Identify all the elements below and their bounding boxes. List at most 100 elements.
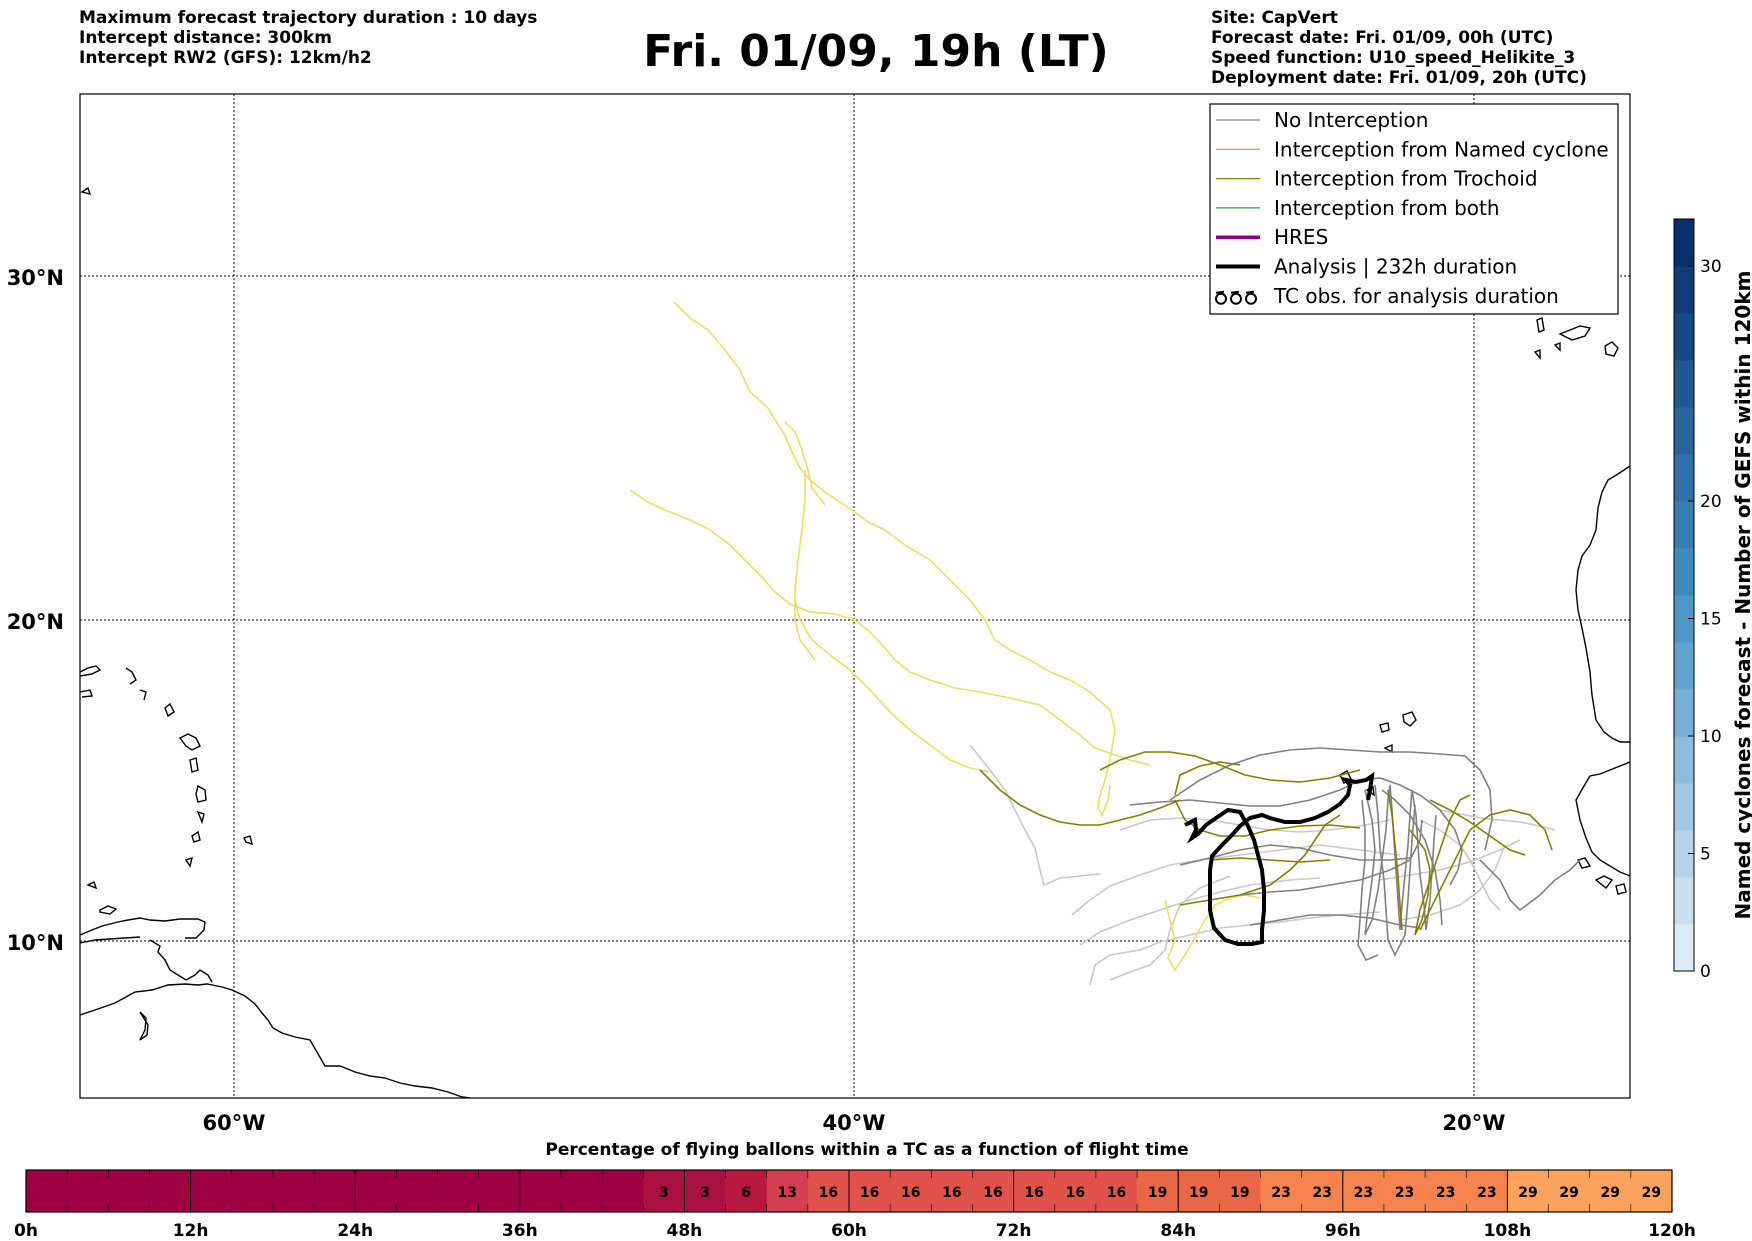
- hispaniola-island: [149, 939, 213, 983]
- legend-label: Interception from both: [1274, 196, 1500, 220]
- time-bar-cell: 13: [766, 1170, 809, 1212]
- right-colorbar-cell: [1674, 407, 1694, 455]
- time-bar-cell-label: 19: [1189, 1185, 1208, 1201]
- time-bar-cell: 23: [1301, 1170, 1344, 1212]
- header-left-info: Maximum forecast trajectory duration : 1…: [79, 8, 537, 68]
- time-bar-cell-label: 29: [1518, 1185, 1537, 1201]
- time-bar-cell: 19: [1136, 1170, 1179, 1212]
- right-colorbar-tick-label: 20: [1700, 492, 1722, 512]
- canary-islands-c: [1553, 341, 1561, 352]
- time-bar-cell-label: 19: [1230, 1185, 1249, 1201]
- time-bar-cell-label: 29: [1559, 1185, 1578, 1201]
- right-colorbar-cell: [1674, 830, 1694, 878]
- time-bar-cell: 23: [1424, 1170, 1467, 1212]
- lesser-antilles-i: [196, 810, 205, 825]
- right-colorbar-cell: [1674, 454, 1694, 502]
- legend-label: Interception from Named cyclone: [1274, 137, 1609, 161]
- time-bar-cell: [231, 1170, 274, 1212]
- time-bar-cell: [313, 1170, 356, 1212]
- coastlines: [80, 186, 1630, 1098]
- time-bar-cell-label: 16: [860, 1185, 879, 1201]
- time-bar-cell-label: 16: [942, 1185, 961, 1201]
- legend-item: Interception from Trochoid: [1216, 167, 1538, 191]
- right-colorbar-cell: [1674, 642, 1694, 690]
- trajectory-yellow: [673, 301, 1116, 817]
- lesser-antilles-h: [195, 784, 207, 803]
- trajectory-no-interception: [1479, 859, 1581, 912]
- time-bar-cell-label: 16: [1107, 1185, 1126, 1201]
- analysis-trajectory: [1184, 771, 1375, 946]
- time-tick-label: 0h: [14, 1221, 38, 1241]
- small-island-a: [139, 1011, 149, 1041]
- time-tick-label: 24h: [337, 1221, 373, 1241]
- trajectory-trochoid: [1419, 809, 1553, 931]
- lesser-antilles-m: [86, 881, 98, 890]
- time-tick-label: 108h: [1484, 1221, 1532, 1241]
- time-bar-cell: 29: [1507, 1170, 1550, 1212]
- lat-label-20: 20°N: [7, 610, 64, 634]
- intercept-rw2-text: Intercept RW2 (GFS): 12km/h2: [79, 48, 372, 68]
- time-bar-cell-label: 16: [901, 1185, 920, 1201]
- lesser-antilles-l: [243, 835, 253, 846]
- canary-islands-a: [1536, 317, 1545, 333]
- map-frame: [79, 93, 1631, 1099]
- right-colorbar-cell: [1674, 360, 1694, 408]
- time-bar-cell: [478, 1170, 521, 1212]
- time-bar-cell: 23: [1383, 1170, 1426, 1212]
- legend-item: Interception from Named cyclone: [1216, 137, 1609, 161]
- time-bar-cell-label: 29: [1601, 1185, 1620, 1201]
- canary-islands-d: [1533, 348, 1541, 360]
- time-bar-cell-label: 23: [1395, 1185, 1414, 1201]
- time-bar-cell: [149, 1170, 192, 1212]
- lon-label-40w: 40°W: [823, 1111, 886, 1135]
- header-right-info: Site: CapVert Forecast date: Fri. 01/09,…: [1211, 8, 1587, 88]
- legend-label: No Interception: [1274, 108, 1428, 132]
- time-bar-cell-label: 3: [659, 1185, 669, 1201]
- right-colorbar-tick-label: 30: [1700, 257, 1722, 277]
- lon-label-20w: 20°W: [1443, 1111, 1506, 1135]
- trajectory-yellow: [794, 470, 816, 661]
- time-bar-cell: [560, 1170, 603, 1212]
- africa-coast: [1575, 465, 1630, 895]
- legend-item: HRES: [1216, 225, 1328, 249]
- legend-box: [1209, 103, 1619, 315]
- trajectory-trochoid: [1099, 751, 1361, 783]
- trinidad-island: [99, 905, 118, 915]
- trajectory-trochoid: [1174, 761, 1241, 796]
- time-bar-cell: 29: [1548, 1170, 1591, 1212]
- time-bar-cell: 16: [807, 1170, 850, 1212]
- right-colorbar-tick-label: 5: [1700, 845, 1711, 865]
- forecast-date-text: Forecast date: Fri. 01/09, 00h (UTC): [1211, 28, 1554, 48]
- right-colorbar-cell: [1674, 266, 1694, 314]
- lat-label-10: 10°N: [7, 931, 64, 955]
- right-colorbar-cell: [1674, 736, 1694, 784]
- lesser-antilles-d: [139, 689, 147, 701]
- time-bar-cell: [396, 1170, 438, 1212]
- time-bar-cell-label: 23: [1271, 1185, 1290, 1201]
- time-bar-cell-label: 13: [778, 1185, 797, 1201]
- trajectory-no-interception: [1169, 747, 1493, 851]
- time-bar-cell: [66, 1170, 109, 1212]
- time-bar-cell-label: 16: [1066, 1185, 1085, 1201]
- right-colorbar-tick-label: 0: [1700, 962, 1711, 982]
- right-colorbar-cell: [1674, 783, 1694, 831]
- trajectory-yellow: [784, 421, 826, 506]
- trajectory-no-interception: [1381, 789, 1443, 926]
- right-colorbar: 0 5 10 15 20 30 Named cyclones forecast - Num…: [1673, 218, 1752, 982]
- trajectory-no-interception: [1357, 799, 1379, 962]
- right-colorbar-cell: [1674, 313, 1694, 361]
- time-tick-label: 96h: [1325, 1221, 1361, 1241]
- time-bar-cell: 16: [848, 1170, 891, 1212]
- bottom-time-bar: 3 3 6 13 16 16 16 16 16 16 16 16 19 19 19 23 23 23 23 23 23 2…: [14, 1169, 1696, 1241]
- time-bar-cell-label: 23: [1436, 1185, 1455, 1201]
- lesser-antilles-k: [184, 856, 193, 868]
- lesser-antilles-a: [80, 665, 102, 677]
- legend-item: No Interception: [1216, 108, 1428, 132]
- canary-islands-b: [1558, 325, 1592, 341]
- trajectory-trochoid: [1409, 794, 1471, 936]
- lesser-antilles-e: [164, 702, 175, 718]
- caribbean-coast-a: [80, 917, 206, 939]
- trajectory-yellow: [794, 599, 991, 773]
- max-duration-text: Maximum forecast trajectory duration : 1…: [79, 8, 538, 28]
